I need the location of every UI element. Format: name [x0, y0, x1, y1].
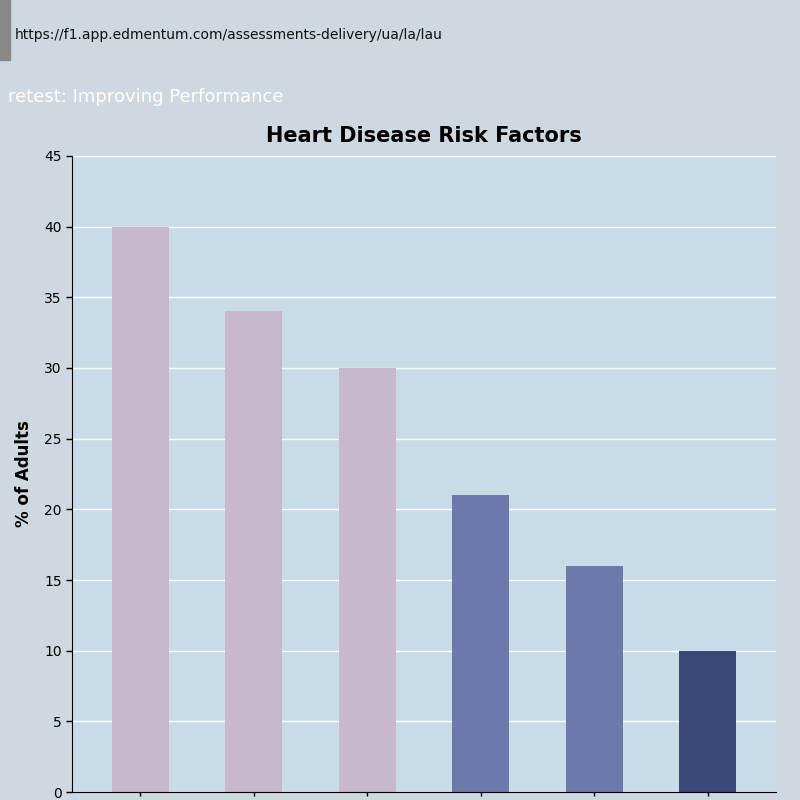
Bar: [226, 311, 282, 792]
Bar: [112, 226, 169, 792]
Bar: [0, 0, 10, 60]
Bar: [679, 650, 736, 792]
Bar: [452, 495, 509, 792]
Title: Heart Disease Risk Factors: Heart Disease Risk Factors: [266, 126, 582, 146]
Y-axis label: % of Adults: % of Adults: [15, 421, 33, 527]
Text: retest: Improving Performance: retest: Improving Performance: [8, 88, 283, 106]
Bar: [339, 368, 396, 792]
Text: https://f1.app.edmentum.com/assessments-delivery/ua/la/lau: https://f1.app.edmentum.com/assessments-…: [14, 28, 442, 42]
Bar: [566, 566, 622, 792]
